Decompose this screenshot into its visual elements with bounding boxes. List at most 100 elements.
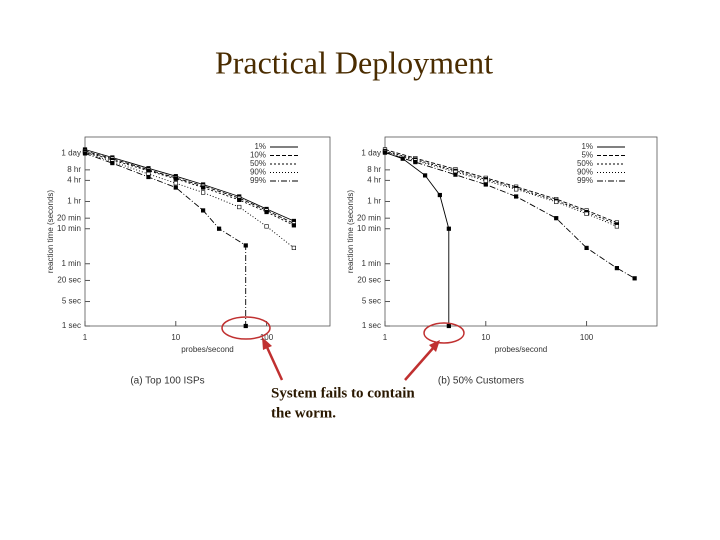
- point: [614, 224, 619, 229]
- point: [173, 176, 178, 181]
- y-tick-label: 1 hr: [367, 197, 381, 206]
- arrow-head: [429, 340, 440, 352]
- point: [483, 182, 488, 187]
- y-axis-label: reaction time (seconds): [346, 190, 355, 273]
- point: [264, 224, 269, 229]
- y-tick-label: 1 day: [61, 148, 81, 157]
- point: [173, 185, 178, 190]
- y-tick-label: 5 sec: [362, 297, 381, 306]
- highlight: [423, 322, 465, 344]
- point: [110, 160, 115, 166]
- y-tick-label: 1 min: [361, 259, 381, 268]
- x-tick-label: 10: [481, 333, 490, 342]
- y-tick-label: 20 min: [57, 213, 81, 222]
- x-tick-label: 100: [580, 333, 594, 342]
- series-line: [84, 152, 247, 326]
- point: [146, 174, 151, 180]
- highlight: [221, 316, 271, 340]
- point: [614, 266, 619, 271]
- plot-frame: [84, 136, 331, 327]
- point: [584, 245, 589, 251]
- point: [382, 150, 388, 155]
- y-tick-label: 4 hr: [367, 176, 381, 185]
- x-axis-label: probes/second: [495, 345, 547, 354]
- x-tick-label: 1: [83, 333, 88, 342]
- series-line: [84, 151, 295, 226]
- legend-label: 99%: [250, 176, 266, 185]
- point: [437, 192, 442, 198]
- point: [423, 173, 428, 178]
- y-tick-label: 10 min: [357, 224, 381, 233]
- y-axis-label: reaction time (seconds): [46, 190, 55, 273]
- y-tick-label: 20 min: [357, 213, 381, 222]
- point: [632, 276, 637, 281]
- point: [446, 323, 451, 329]
- legend-label: 90%: [250, 168, 266, 177]
- point: [554, 216, 559, 221]
- caption: (b) 50% Customers: [438, 376, 524, 387]
- legend-label: 1%: [581, 142, 593, 151]
- point: [201, 208, 206, 213]
- legend-label: 10%: [250, 151, 266, 160]
- y-tick-label: 1 hr: [67, 197, 81, 206]
- y-tick-label: 20 sec: [57, 276, 81, 285]
- legend-label: 5%: [581, 151, 593, 160]
- y-tick-label: 1 sec: [362, 321, 381, 330]
- point: [237, 197, 242, 202]
- point: [216, 226, 222, 231]
- y-tick-label: 10 min: [57, 224, 81, 233]
- slide-title: Practical Deployment: [215, 44, 493, 80]
- point: [554, 199, 559, 205]
- x-axis-label: probes/second: [181, 345, 233, 354]
- point: [291, 245, 296, 251]
- legend-label: 50%: [577, 159, 593, 168]
- series-line: [384, 152, 635, 279]
- point: [264, 209, 269, 215]
- annotation: the worm.: [271, 405, 336, 421]
- point: [584, 211, 589, 216]
- series-line: [84, 150, 295, 224]
- point: [243, 243, 248, 248]
- point: [446, 226, 451, 231]
- x-tick-label: 10: [171, 333, 180, 342]
- charts: 1 10 100 1 sec 5 sec 20 sec 1 min 10 min 20 min 1…: [46, 136, 658, 387]
- plot-frame: [384, 136, 658, 327]
- y-tick-label: 1 day: [361, 148, 381, 157]
- y-tick-label: 1 min: [61, 259, 81, 268]
- caption: (a) Top 100 ISPs: [130, 376, 204, 387]
- chart: 1 10 100 1 sec 5 sec 20 sec 1 min 10 min 20 min 1…: [46, 136, 331, 387]
- arrow: [264, 344, 284, 381]
- point: [453, 172, 458, 177]
- series-line: [384, 150, 618, 225]
- point: [201, 190, 206, 195]
- point: [514, 194, 519, 199]
- y-tick-label: 8 hr: [67, 165, 81, 174]
- point: [201, 185, 206, 190]
- legend-label: 99%: [577, 176, 593, 185]
- y-tick-label: 8 hr: [367, 165, 381, 174]
- point: [243, 323, 248, 329]
- legend-label: 50%: [250, 159, 266, 168]
- point: [291, 223, 296, 228]
- x-tick-label: 1: [383, 333, 388, 342]
- series-line: [84, 149, 295, 222]
- legend-label: 1%: [254, 142, 266, 151]
- point: [82, 151, 88, 156]
- y-tick-label: 4 hr: [67, 176, 81, 185]
- annotation: System fails to contain: [271, 385, 415, 401]
- y-tick-label: 1 sec: [62, 321, 81, 330]
- point: [237, 204, 242, 210]
- arrow-head: [262, 337, 272, 350]
- point: [483, 178, 488, 183]
- series-line: [384, 151, 618, 227]
- series-line: [384, 149, 618, 224]
- y-tick-label: 20 sec: [357, 276, 381, 285]
- point: [514, 187, 519, 192]
- arrow: [404, 346, 435, 381]
- point: [413, 159, 418, 165]
- legend-label: 90%: [577, 168, 593, 177]
- series-line: [384, 152, 450, 326]
- point: [173, 181, 178, 186]
